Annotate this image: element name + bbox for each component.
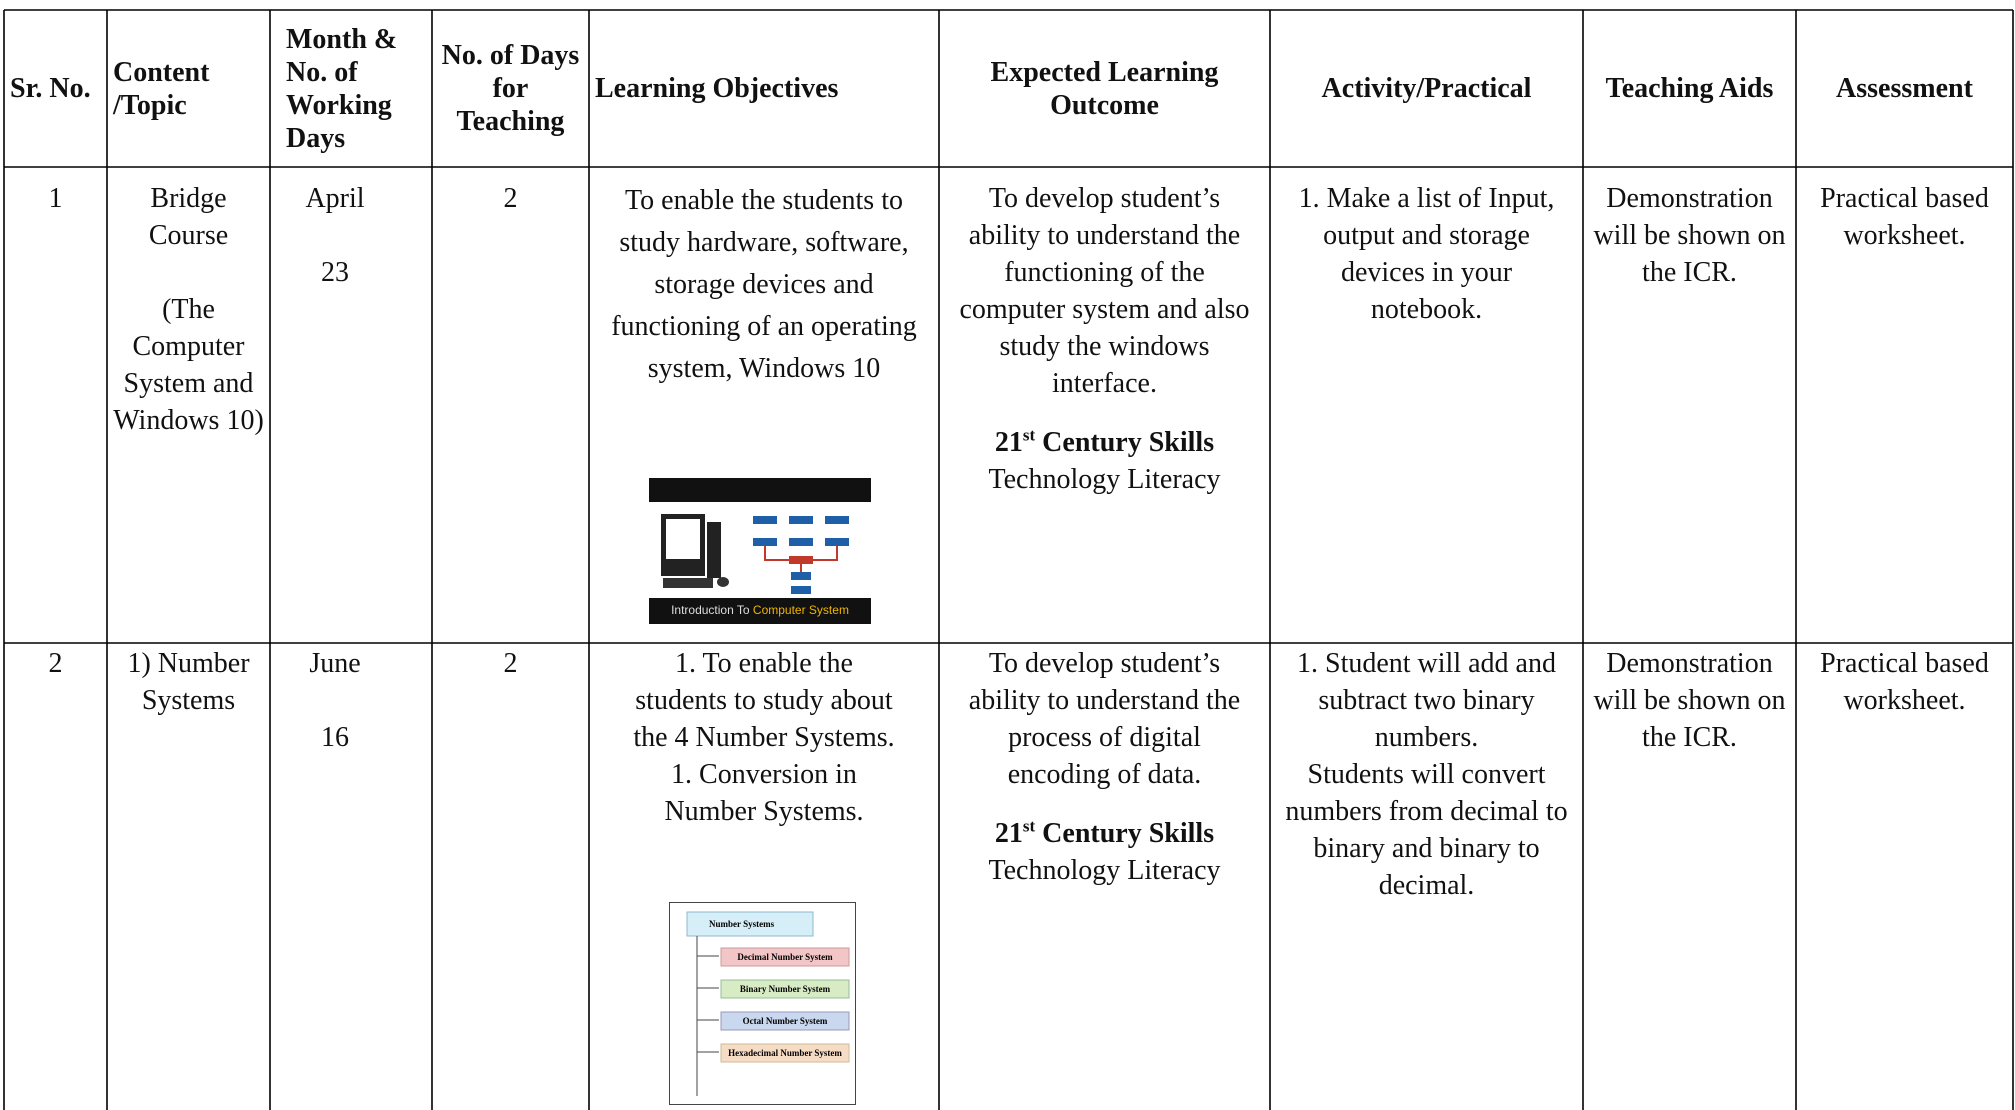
header-cell: Teaching Aids [1605,73,1774,104]
text: Demonstration will be shown on the ICR. [1593,183,1786,288]
header-cell: Learning Objectives [595,73,839,104]
text: 1 [48,183,63,214]
text: 23 [321,257,349,288]
activity-cell: 1. Make a list of Input, output and stor… [1270,176,1583,332]
aids-cell: Demonstration will be shown on the ICR. [1583,176,1796,295]
text: 1. To enable the students to study about… [633,648,895,753]
text: To develop student’s ability to understa… [968,648,1241,790]
skills-heading: 21st Century Skills [957,815,1252,852]
text: 2 [503,183,518,214]
month-cell: June 16 [270,641,400,760]
text: 21 [994,427,1023,458]
text: To enable the students to study hardware… [611,185,917,384]
text: Computer System [753,603,849,617]
skills-heading: 21st Century Skills [957,424,1252,461]
text: 16 [321,722,349,753]
activity-cell: 1. Student will add and subtract two bin… [1270,641,1583,908]
image-caption: Introduction To Computer System [671,603,849,617]
text: Introduction To [671,603,753,617]
text: June [309,648,361,679]
text: Century Skills [1035,427,1215,458]
text: Technology Literacy [988,464,1221,495]
assessment-cell: Practical based worksheet. [1796,176,2013,258]
header-cell: No. of Days for Teaching [441,40,580,137]
text: 2 [48,648,63,679]
image-label: Hexadecimal Number System [728,1048,842,1058]
text: Students will convert numbers from decim… [1285,759,1568,901]
header-cell: Content /Topic [113,56,210,121]
text: st [1022,816,1036,836]
outcome-cell: To develop student’s ability to understa… [939,176,1270,502]
text: Bridge Course [148,183,229,251]
text: 1) Number Systems [127,648,250,716]
sr-cell: 1 [4,176,107,221]
text: 1. Student will add and subtract two bin… [1297,648,1556,753]
text: Century Skills [1035,818,1215,849]
text: 1. Conversion in Number Systems. [664,759,864,827]
text: Demonstration will be shown on the ICR. [1593,648,1786,753]
assessment-cell: Practical based worksheet. [1796,641,2013,723]
topic-cell: 1) Number Systems [107,641,270,723]
topic-cell: Bridge Course (The Computer System and W… [107,176,270,443]
objectives-cell: 1. To enable the students to study about… [589,641,939,834]
outcome-cell: To develop student’s ability to understa… [939,641,1270,893]
sr-cell: 2 [4,641,107,686]
text: April [305,183,365,214]
number-systems-image: Number Systems Decimal Number System Bin… [669,902,856,1105]
text: Technology Literacy [988,855,1221,886]
computer-system-image: Introduction To Computer System [649,478,871,624]
header-cell: Activity/Practical [1321,73,1532,104]
text: To develop student’s ability to understa… [959,183,1250,399]
text: st [1022,425,1036,445]
header-cell: Month & No. of Working Days [286,23,398,154]
text: (The Computer System and Windows 10) [113,294,264,436]
image-label: Binary Number System [740,984,831,994]
image-label: Number Systems [709,919,775,929]
days-cell: 2 [432,176,589,221]
text: Practical based worksheet. [1820,183,1989,251]
text: 21 [994,818,1023,849]
text: 2 [503,648,518,679]
text: 1. Make a list of Input, output and stor… [1298,183,1555,325]
header-cell: Expected Learning Outcome [990,56,1219,121]
text: Practical based worksheet. [1820,648,1989,716]
aids-cell: Demonstration will be shown on the ICR. [1583,641,1796,760]
header-cell: Sr. No. [10,73,91,104]
header-cell: Assessment [1836,73,1973,104]
image-label: Decimal Number System [737,952,833,962]
image-label: Octal Number System [743,1016,828,1026]
month-cell: April 23 [270,176,400,295]
days-cell: 2 [432,641,589,686]
objectives-cell: To enable the students to study hardware… [589,176,939,394]
